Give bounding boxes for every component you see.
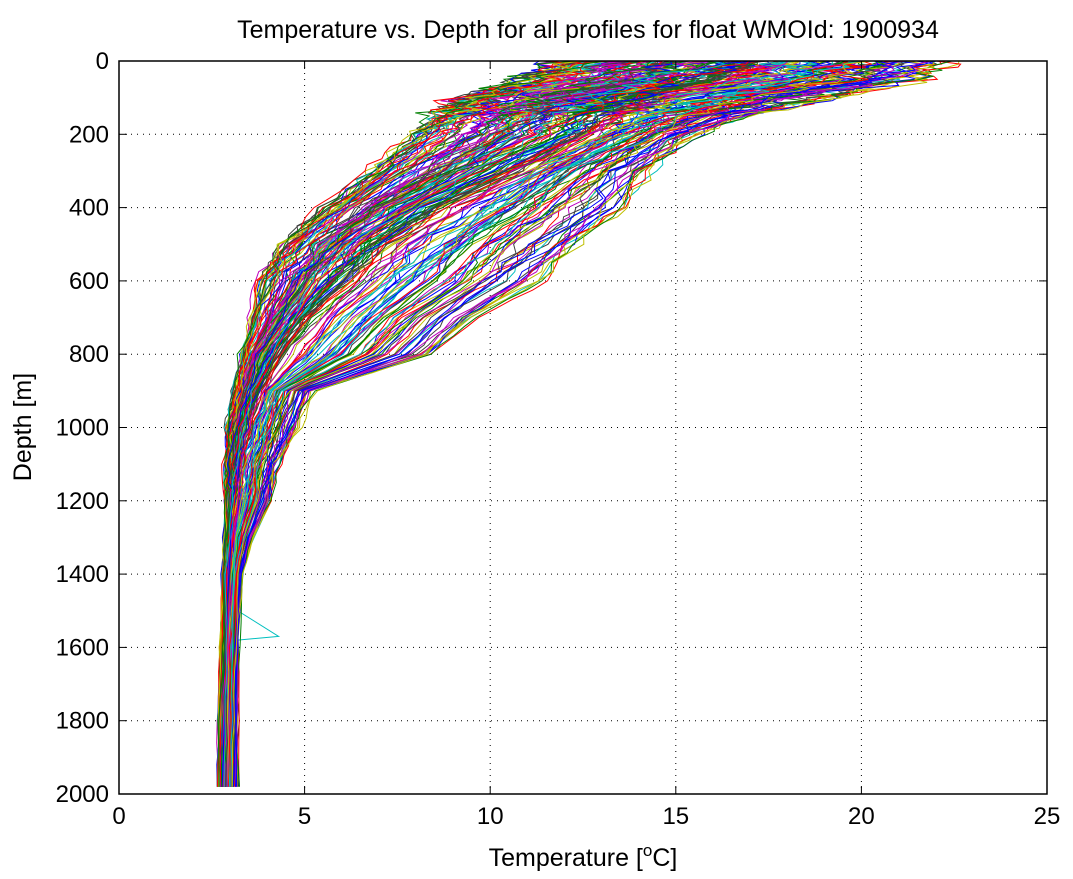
profile-line bbox=[226, 60, 803, 787]
profile-line bbox=[222, 60, 749, 787]
y-tick-label: 200 bbox=[69, 121, 109, 148]
x-tick-label: 0 bbox=[112, 803, 125, 830]
x-tick-labels: 0 5 10 15 20 25 bbox=[112, 803, 1060, 830]
y-tick-label: 600 bbox=[69, 268, 109, 295]
y-tick-label: 400 bbox=[69, 195, 109, 222]
y-tick-label: 2000 bbox=[56, 781, 109, 808]
y-axis-label: Depth [m] bbox=[9, 373, 37, 481]
x-tick-label: 10 bbox=[477, 803, 504, 830]
y-tick-label: 1200 bbox=[56, 488, 109, 515]
y-tick-label: 1600 bbox=[56, 634, 109, 661]
profile-line bbox=[230, 60, 861, 787]
profile-line bbox=[232, 60, 937, 787]
y-tick-label: 800 bbox=[69, 341, 109, 368]
profile-line bbox=[227, 60, 853, 787]
x-tick-label: 5 bbox=[298, 803, 311, 830]
x-tick-label: 15 bbox=[662, 803, 689, 830]
profile-line bbox=[224, 60, 789, 787]
y-tick-label: 0 bbox=[96, 48, 109, 75]
profile-line bbox=[228, 60, 820, 787]
x-tick-label: 20 bbox=[848, 803, 875, 830]
profile-line bbox=[217, 60, 583, 787]
y-tick-label: 1800 bbox=[56, 708, 109, 735]
profile-line bbox=[231, 60, 872, 787]
y-tick-label: 1000 bbox=[56, 415, 109, 442]
profile-lines bbox=[216, 60, 962, 787]
profile-line bbox=[227, 60, 869, 787]
chart-title: Temperature vs. Depth for all profiles f… bbox=[237, 16, 939, 44]
y-tick-label: 1400 bbox=[56, 561, 109, 588]
x-axis-label-prefix: Temperature [ bbox=[489, 844, 643, 872]
x-axis-label: Temperature [oC] bbox=[489, 841, 678, 872]
profile-line bbox=[234, 60, 893, 787]
grid-lines bbox=[119, 61, 1047, 794]
profile-line bbox=[217, 60, 603, 787]
y-tick-labels: 0 200 400 600 800 1000 1200 1400 1600 1800 2000 bbox=[56, 48, 109, 808]
x-axis-label-suffix: C] bbox=[652, 844, 677, 872]
x-tick-label: 25 bbox=[1034, 803, 1061, 830]
profile-line bbox=[234, 60, 907, 787]
x-axis-label-superscript: o bbox=[643, 841, 652, 860]
profile-line bbox=[235, 60, 932, 787]
axis-ticks bbox=[118, 60, 1048, 795]
profile-line bbox=[222, 60, 750, 787]
profile-line bbox=[225, 60, 789, 787]
profile-line bbox=[220, 60, 652, 787]
profile-line bbox=[223, 60, 727, 787]
profile-line bbox=[222, 60, 758, 787]
